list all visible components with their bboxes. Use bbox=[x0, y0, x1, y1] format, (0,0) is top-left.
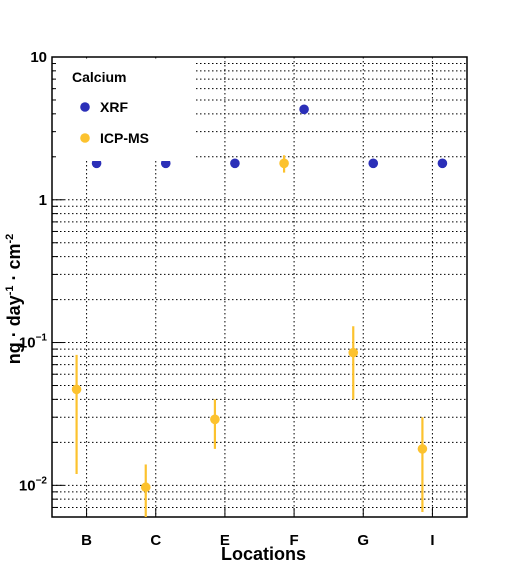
y-tick-label: 1 bbox=[39, 192, 47, 209]
plot-frame bbox=[51, 56, 468, 518]
y-axis-label-part: ng · day bbox=[4, 295, 24, 364]
data-point bbox=[299, 104, 309, 115]
y-tick-label: 10−1 bbox=[19, 333, 48, 352]
legend-marker bbox=[80, 133, 90, 143]
legend-background bbox=[56, 61, 196, 161]
x-tick-label: F bbox=[289, 532, 298, 549]
legend: Calcium XRF ICP-MS bbox=[56, 61, 196, 161]
y-axis-label: ng · day-1 · cm-2 bbox=[4, 234, 24, 365]
data-point bbox=[417, 444, 428, 454]
y-tick-label: 10−2 bbox=[19, 475, 48, 494]
data-point bbox=[279, 158, 289, 169]
x-tick-label: C bbox=[150, 532, 161, 549]
ticks-layer: B C E F G I 10 1 10−1 10−2 bbox=[19, 49, 435, 549]
x-tick-label: I bbox=[430, 532, 434, 549]
legend-entry-label: XRF bbox=[100, 99, 128, 115]
data-point bbox=[210, 414, 220, 425]
y-axis-label-part: · cm bbox=[4, 243, 24, 285]
data-layer bbox=[71, 104, 448, 517]
data-point bbox=[437, 158, 448, 169]
legend-title: Calcium bbox=[72, 69, 126, 85]
legend-marker bbox=[80, 102, 90, 112]
x-tick-label: E bbox=[220, 532, 230, 549]
data-point bbox=[368, 158, 379, 169]
x-axis-label: Locations bbox=[221, 544, 306, 564]
legend-entry-label: ICP-MS bbox=[100, 130, 149, 146]
x-tick-label: G bbox=[357, 532, 369, 549]
y-axis-label-sup: -2 bbox=[4, 234, 16, 244]
data-point bbox=[71, 384, 82, 395]
data-point bbox=[140, 482, 151, 493]
data-point bbox=[230, 158, 240, 169]
y-tick-label: 10 bbox=[30, 49, 47, 66]
data-point bbox=[348, 347, 359, 358]
y-axis-label-sup: -1 bbox=[4, 286, 16, 296]
x-tick-label: B bbox=[81, 532, 92, 549]
